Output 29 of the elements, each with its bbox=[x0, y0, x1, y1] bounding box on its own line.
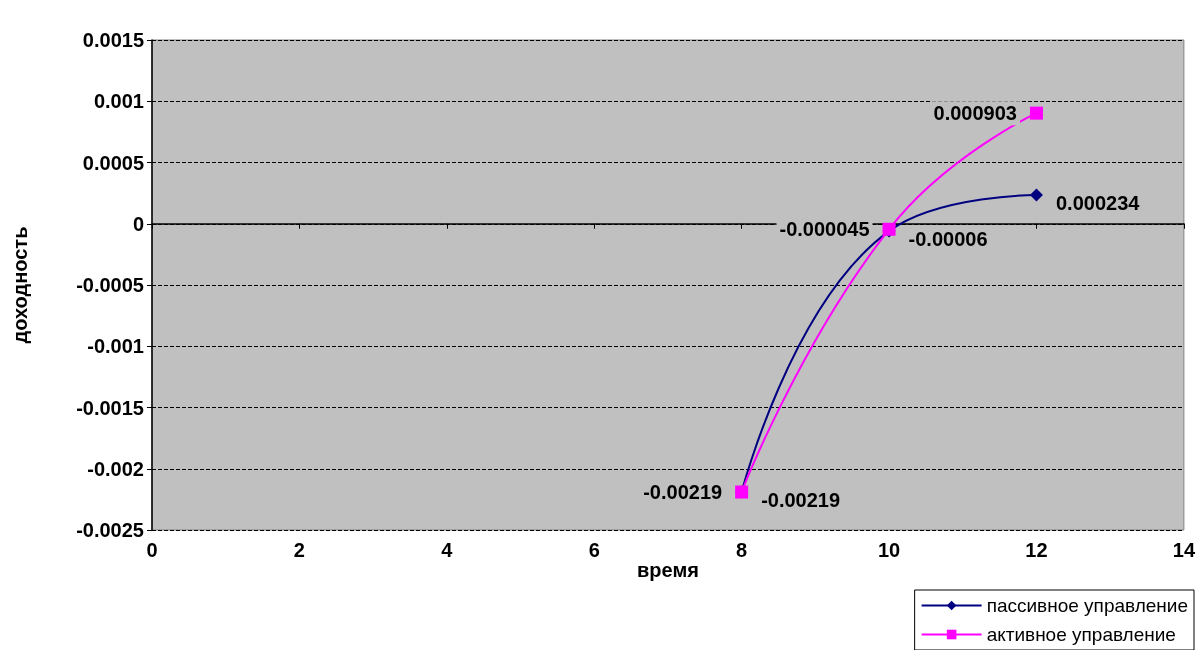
y-tick-label: -0.001 bbox=[87, 335, 144, 358]
y-tick-label: -0.0005 bbox=[76, 274, 144, 296]
point bbox=[1029, 188, 1043, 202]
data-label: -0.00219 bbox=[643, 481, 723, 504]
y-tick-label: 0.0015 bbox=[82, 29, 144, 51]
x-axis-title: время bbox=[637, 559, 699, 581]
x-tick-label: 12 bbox=[1025, 539, 1048, 561]
data-label: -0.00219 bbox=[761, 489, 841, 512]
y-tick-label: 0.0005 bbox=[82, 151, 144, 174]
legend-label: активное управление bbox=[986, 624, 1176, 645]
data-label: -0.00006 bbox=[908, 228, 988, 251]
data-label: 0.000234 bbox=[1055, 192, 1141, 215]
point bbox=[1029, 106, 1043, 120]
x-tick-label: 0 bbox=[146, 539, 158, 561]
x-tick-label: 10 bbox=[877, 539, 901, 561]
data-label: 0.000903 bbox=[933, 102, 1017, 125]
x-tick-label: 14 bbox=[1172, 539, 1196, 561]
y-tick-label: -0.0015 bbox=[76, 396, 144, 419]
legend-label: пассивное управление bbox=[986, 595, 1188, 616]
x-tick-label: 6 bbox=[588, 539, 600, 561]
data-label: -0.000045 bbox=[779, 218, 870, 241]
x-tick-label: 2 bbox=[293, 539, 305, 561]
x-tick-label: 8 bbox=[736, 539, 748, 561]
y-tick-label: 0 bbox=[132, 212, 144, 235]
y-tick-label: 0.001 bbox=[93, 90, 144, 113]
y-tick-label: -0.002 bbox=[87, 457, 144, 480]
x-tick-label: 4 bbox=[441, 539, 454, 561]
y-axis-title: доходность bbox=[9, 226, 31, 344]
y-tick-label: -0.0025 bbox=[76, 519, 144, 541]
